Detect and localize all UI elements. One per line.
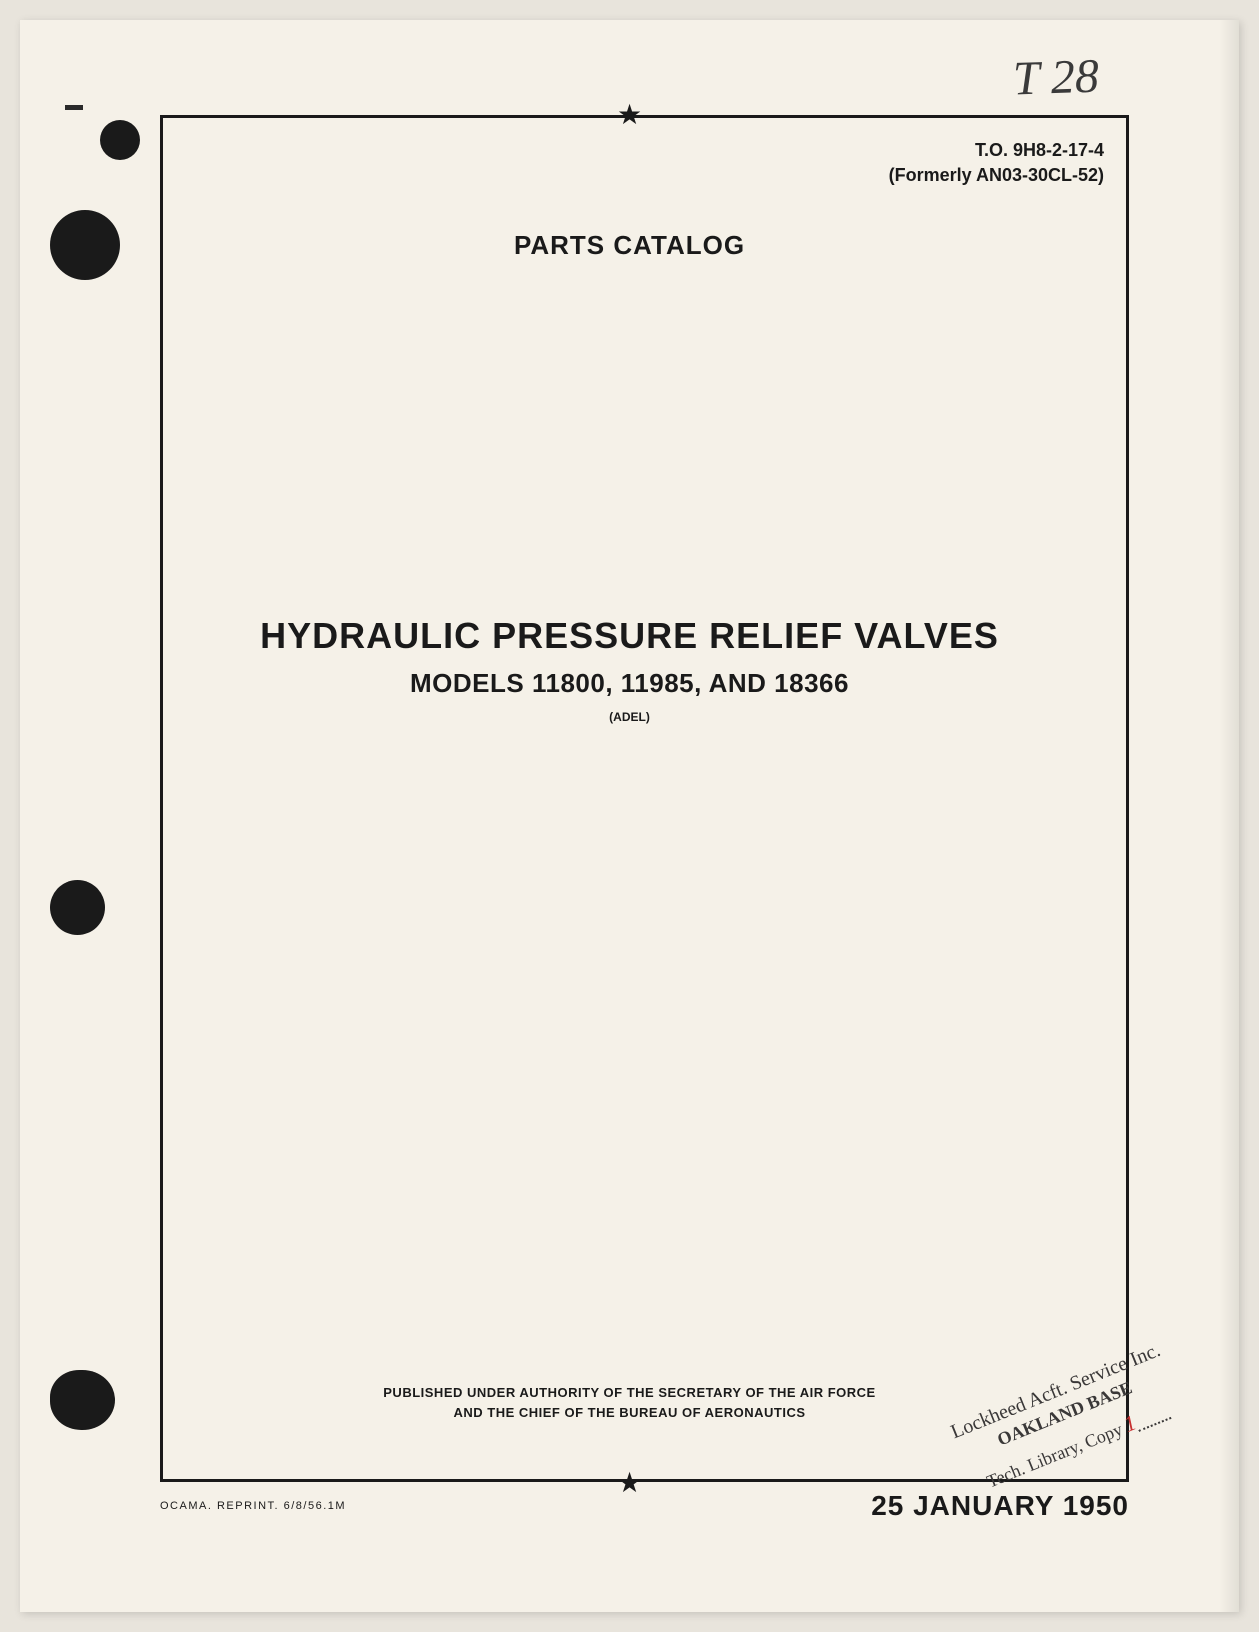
dash-mark (65, 105, 83, 110)
manufacturer: (ADEL) (20, 710, 1239, 724)
punch-hole (50, 880, 105, 935)
page-edge-shadow (1219, 20, 1239, 1612)
main-title: HYDRAULIC PRESSURE RELIEF VALVES (20, 615, 1239, 657)
page-border (160, 115, 1129, 1482)
document-page: T 28 ★ T.O. 9H8-2-17-4 (Formerly AN03-30… (20, 20, 1239, 1612)
handwritten-notation: T 28 (1012, 49, 1100, 107)
doc-number-former: (Formerly AN03-30CL-52) (889, 163, 1104, 188)
document-type: PARTS CATALOG (20, 230, 1239, 261)
publication-date: 25 JANUARY 1950 (871, 1490, 1129, 1522)
punch-hole (100, 120, 140, 160)
doc-number-primary: T.O. 9H8-2-17-4 (889, 138, 1104, 163)
stamp-dotted-line (1139, 1417, 1172, 1432)
reprint-info: OCAMA. REPRINT. 6/8/56.1M (160, 1500, 346, 1512)
subtitle: MODELS 11800, 11985, AND 18366 (20, 668, 1239, 699)
star-icon: ★ (617, 1466, 642, 1499)
document-number: T.O. 9H8-2-17-4 (Formerly AN03-30CL-52) (889, 138, 1104, 188)
